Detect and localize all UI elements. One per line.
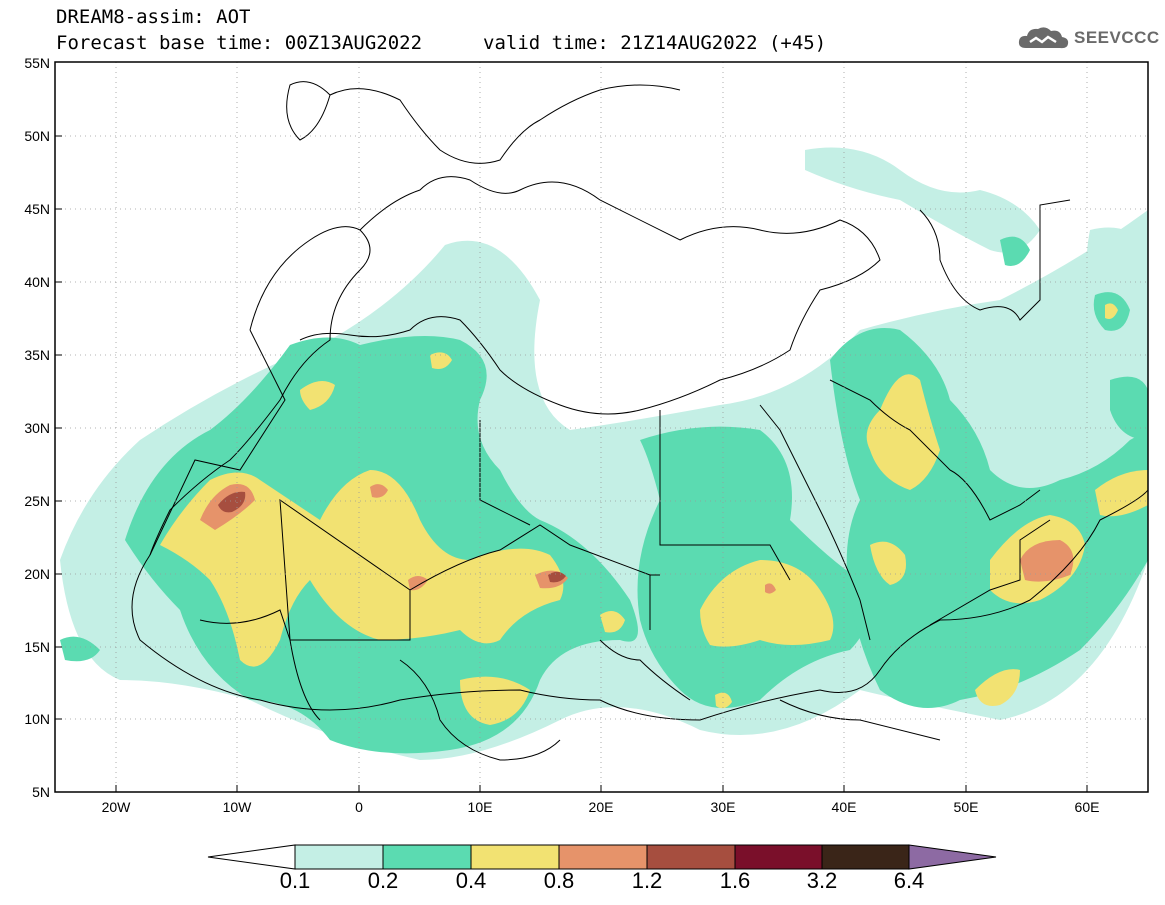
logo-text: SEEVCCC <box>1074 28 1160 47</box>
colorbar-bin-1 <box>294 844 384 870</box>
colorbar-label: 6.4 <box>893 868 925 893</box>
lat-label: 5N <box>32 784 50 800</box>
colorbar-label: 3.2 <box>806 868 838 893</box>
colorbar <box>207 844 997 870</box>
map-title: DREAM8-assim: AOT <box>56 6 251 28</box>
lon-label: 10E <box>467 799 493 815</box>
lat-label: 20N <box>24 566 50 582</box>
seevccc-logo: SEEVCCC <box>1016 24 1160 52</box>
lat-label: 50N <box>24 128 50 144</box>
lat-label: 15N <box>24 639 50 655</box>
forecast-base-time: Forecast base time: 00Z13AUG2022 <box>56 32 423 54</box>
valid-time: valid time: 21Z14AUG2022 (+45) <box>483 32 827 54</box>
colorbar-bin-2 <box>382 844 472 870</box>
colorbar-label: 1.6 <box>719 868 751 893</box>
lat-label: 25N <box>24 493 50 509</box>
lat-label: 30N <box>24 420 50 436</box>
lon-label: 20W <box>101 799 131 815</box>
lat-label: 55N <box>24 55 50 71</box>
graticule <box>55 62 1148 792</box>
lon-label: 20E <box>588 799 614 815</box>
colorbar-bin-4 <box>558 844 648 870</box>
lon-label: 10W <box>222 799 252 815</box>
colorbar-bin-7 <box>821 844 910 870</box>
lat-label: 40N <box>24 274 50 290</box>
colorbar-label: 0.8 <box>543 868 575 893</box>
lat-label: 45N <box>24 201 50 217</box>
lon-label: 50E <box>953 799 979 815</box>
lon-label: 40E <box>831 799 857 815</box>
lon-label: 0 <box>355 799 363 815</box>
lon-label: 60E <box>1074 799 1100 815</box>
colorbar-bin-6 <box>734 844 823 870</box>
colorbar-label: 1.2 <box>631 868 663 893</box>
aot-fields <box>60 147 1148 760</box>
colorbar-high-arrow <box>908 844 997 870</box>
lon-label: 30E <box>710 799 736 815</box>
colorbar-bin-3 <box>470 844 560 870</box>
colorbar-low-arrow <box>207 844 296 870</box>
lat-label: 35N <box>24 347 50 363</box>
coastlines <box>131 81 1148 761</box>
colorbar-label: 0.2 <box>367 868 399 893</box>
colorbar-label: 0.4 <box>455 868 487 893</box>
axis-ticks <box>55 135 1088 792</box>
colorbar-bin-5 <box>646 844 736 870</box>
lat-label: 10N <box>24 711 50 727</box>
cloud-icon <box>1018 27 1069 49</box>
colorbar-label: 0.1 <box>279 868 311 893</box>
